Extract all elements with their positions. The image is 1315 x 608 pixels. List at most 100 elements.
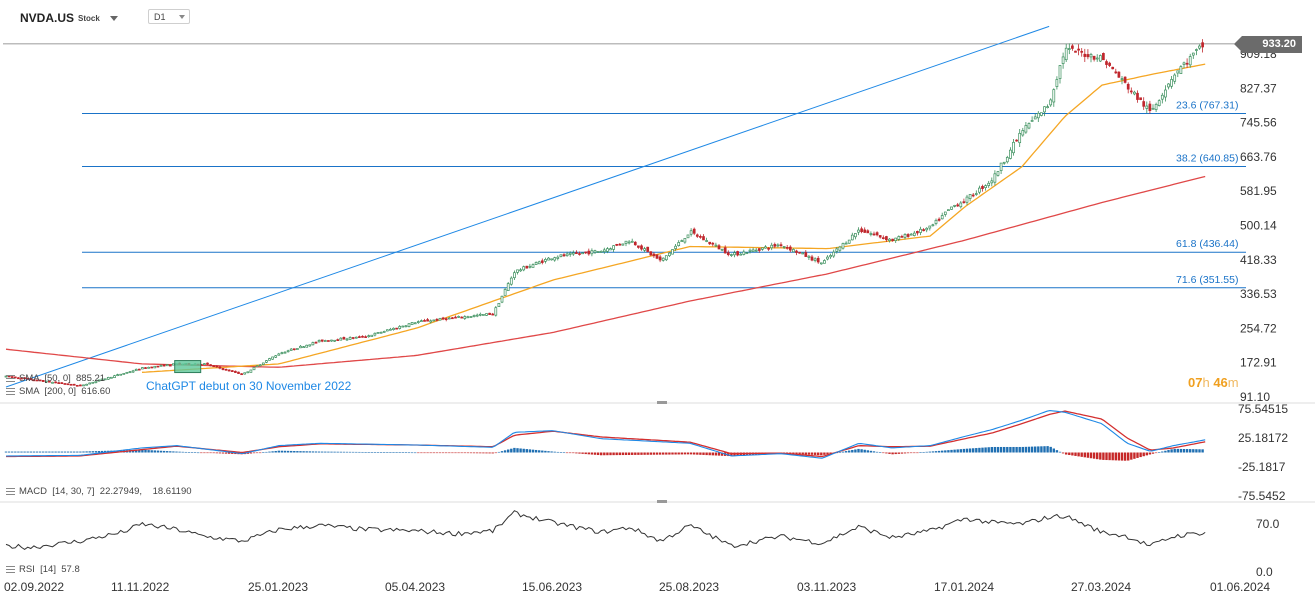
candle-body xyxy=(897,236,901,240)
macd-histogram-bar xyxy=(1040,446,1043,453)
menu-icon[interactable] xyxy=(6,387,15,396)
timeframe-selector[interactable]: D1 xyxy=(148,9,190,24)
macd-histogram-bar xyxy=(516,448,519,453)
macd-histogram-bar xyxy=(962,448,966,453)
candle-up xyxy=(934,218,938,226)
candle-down xyxy=(816,256,820,264)
macd-histogram-bar xyxy=(528,449,532,453)
macd-histogram-bar xyxy=(395,452,398,453)
macd-legend[interactable]: MACD [14, 30, 7] 22.27949, 18.61190 xyxy=(6,486,192,497)
candle-up xyxy=(531,263,535,268)
instrument-selector[interactable]: NVDA.US Stock xyxy=(20,9,118,27)
macd-histogram-bar xyxy=(609,452,612,456)
candle-up xyxy=(984,184,987,191)
menu-icon[interactable] xyxy=(6,487,15,496)
candle-up xyxy=(509,276,513,286)
menu-icon[interactable] xyxy=(6,374,15,383)
candle-body xyxy=(981,186,984,189)
candle-body xyxy=(203,363,206,366)
candle-up xyxy=(987,180,991,188)
candle-down xyxy=(435,318,439,322)
candle-body xyxy=(1145,105,1149,109)
macd-histogram-bar xyxy=(730,452,733,457)
candle-body xyxy=(968,194,972,199)
candle-body xyxy=(1064,47,1068,61)
macd-histogram-bar xyxy=(503,450,507,453)
macd-histogram-bar xyxy=(1034,446,1037,453)
macd-histogram-bar xyxy=(73,451,76,453)
candle-body xyxy=(1074,50,1077,53)
macd-histogram-bar xyxy=(854,449,857,453)
macd-histogram-bar xyxy=(875,451,879,453)
macd-histogram-bar xyxy=(51,451,54,453)
candle-body xyxy=(695,234,699,237)
candle-down xyxy=(633,241,637,246)
candle-body xyxy=(35,379,39,382)
macd-histogram-bar xyxy=(621,452,625,456)
candle-down xyxy=(540,258,544,265)
candle-up xyxy=(745,252,749,255)
macd-histogram-bar xyxy=(423,452,426,454)
candle-body xyxy=(1005,157,1009,163)
candle-body xyxy=(407,323,411,327)
macd-histogram-bar xyxy=(231,452,234,454)
candle-up xyxy=(345,337,349,342)
candle-up xyxy=(590,248,594,257)
macd-histogram-bar xyxy=(224,452,228,454)
candle-up xyxy=(252,366,256,371)
candle-down xyxy=(878,235,882,239)
candle-down xyxy=(162,363,166,367)
candle-down xyxy=(788,245,792,253)
macd-histogram-bar xyxy=(131,449,135,453)
candle-body xyxy=(308,344,312,347)
candle-up xyxy=(1098,54,1102,63)
candle-body xyxy=(689,230,693,235)
macd-histogram-bar xyxy=(1198,449,1201,453)
macd-histogram-bar xyxy=(333,451,336,453)
candle-up xyxy=(299,345,302,349)
candle-body xyxy=(159,364,163,367)
candle-body xyxy=(947,209,950,211)
candle-body xyxy=(370,334,374,337)
candle-up xyxy=(500,295,504,304)
candle-body xyxy=(782,246,786,248)
candle-body xyxy=(103,378,107,381)
candle-up xyxy=(296,348,299,350)
candle-body xyxy=(271,356,274,360)
countdown-minutes: 46 xyxy=(1213,375,1228,390)
candle-up xyxy=(497,302,501,307)
candle-body xyxy=(819,262,823,265)
candle-up xyxy=(503,287,507,296)
candle-up xyxy=(401,325,405,328)
candle-up xyxy=(730,253,733,257)
candle-body xyxy=(1157,100,1161,106)
candle-up xyxy=(85,383,88,386)
candle-body xyxy=(125,371,129,374)
candle-up xyxy=(630,238,634,243)
sma200-legend[interactable]: SMA [200, 0] 616.60 xyxy=(6,386,110,397)
candle-up xyxy=(599,250,603,253)
candle-body xyxy=(875,232,879,236)
candle-up xyxy=(1095,54,1099,62)
candle-up xyxy=(609,247,612,251)
menu-icon[interactable] xyxy=(6,565,15,574)
macd-histogram-bar xyxy=(457,452,460,454)
macd-histogram-bar xyxy=(491,452,494,454)
candle-body xyxy=(925,227,929,231)
candle-up xyxy=(1030,116,1034,122)
sma50-legend[interactable]: SMA [50, 0] 885.21 xyxy=(6,373,105,384)
macd-histogram-bar xyxy=(469,452,473,454)
candle-body xyxy=(692,228,696,234)
candle-up xyxy=(903,233,907,240)
macd-histogram-bar xyxy=(476,452,479,454)
macd-histogram-bar xyxy=(206,452,209,454)
candle-up xyxy=(333,339,336,342)
rsi-legend[interactable]: RSI [14] 57.8 xyxy=(6,564,80,575)
candle-body xyxy=(1098,55,1102,62)
macd-histogram-bar xyxy=(795,452,798,455)
candle-body xyxy=(596,251,600,253)
candle-up xyxy=(550,258,553,261)
candle-up xyxy=(97,379,101,382)
candle-up xyxy=(553,256,557,262)
